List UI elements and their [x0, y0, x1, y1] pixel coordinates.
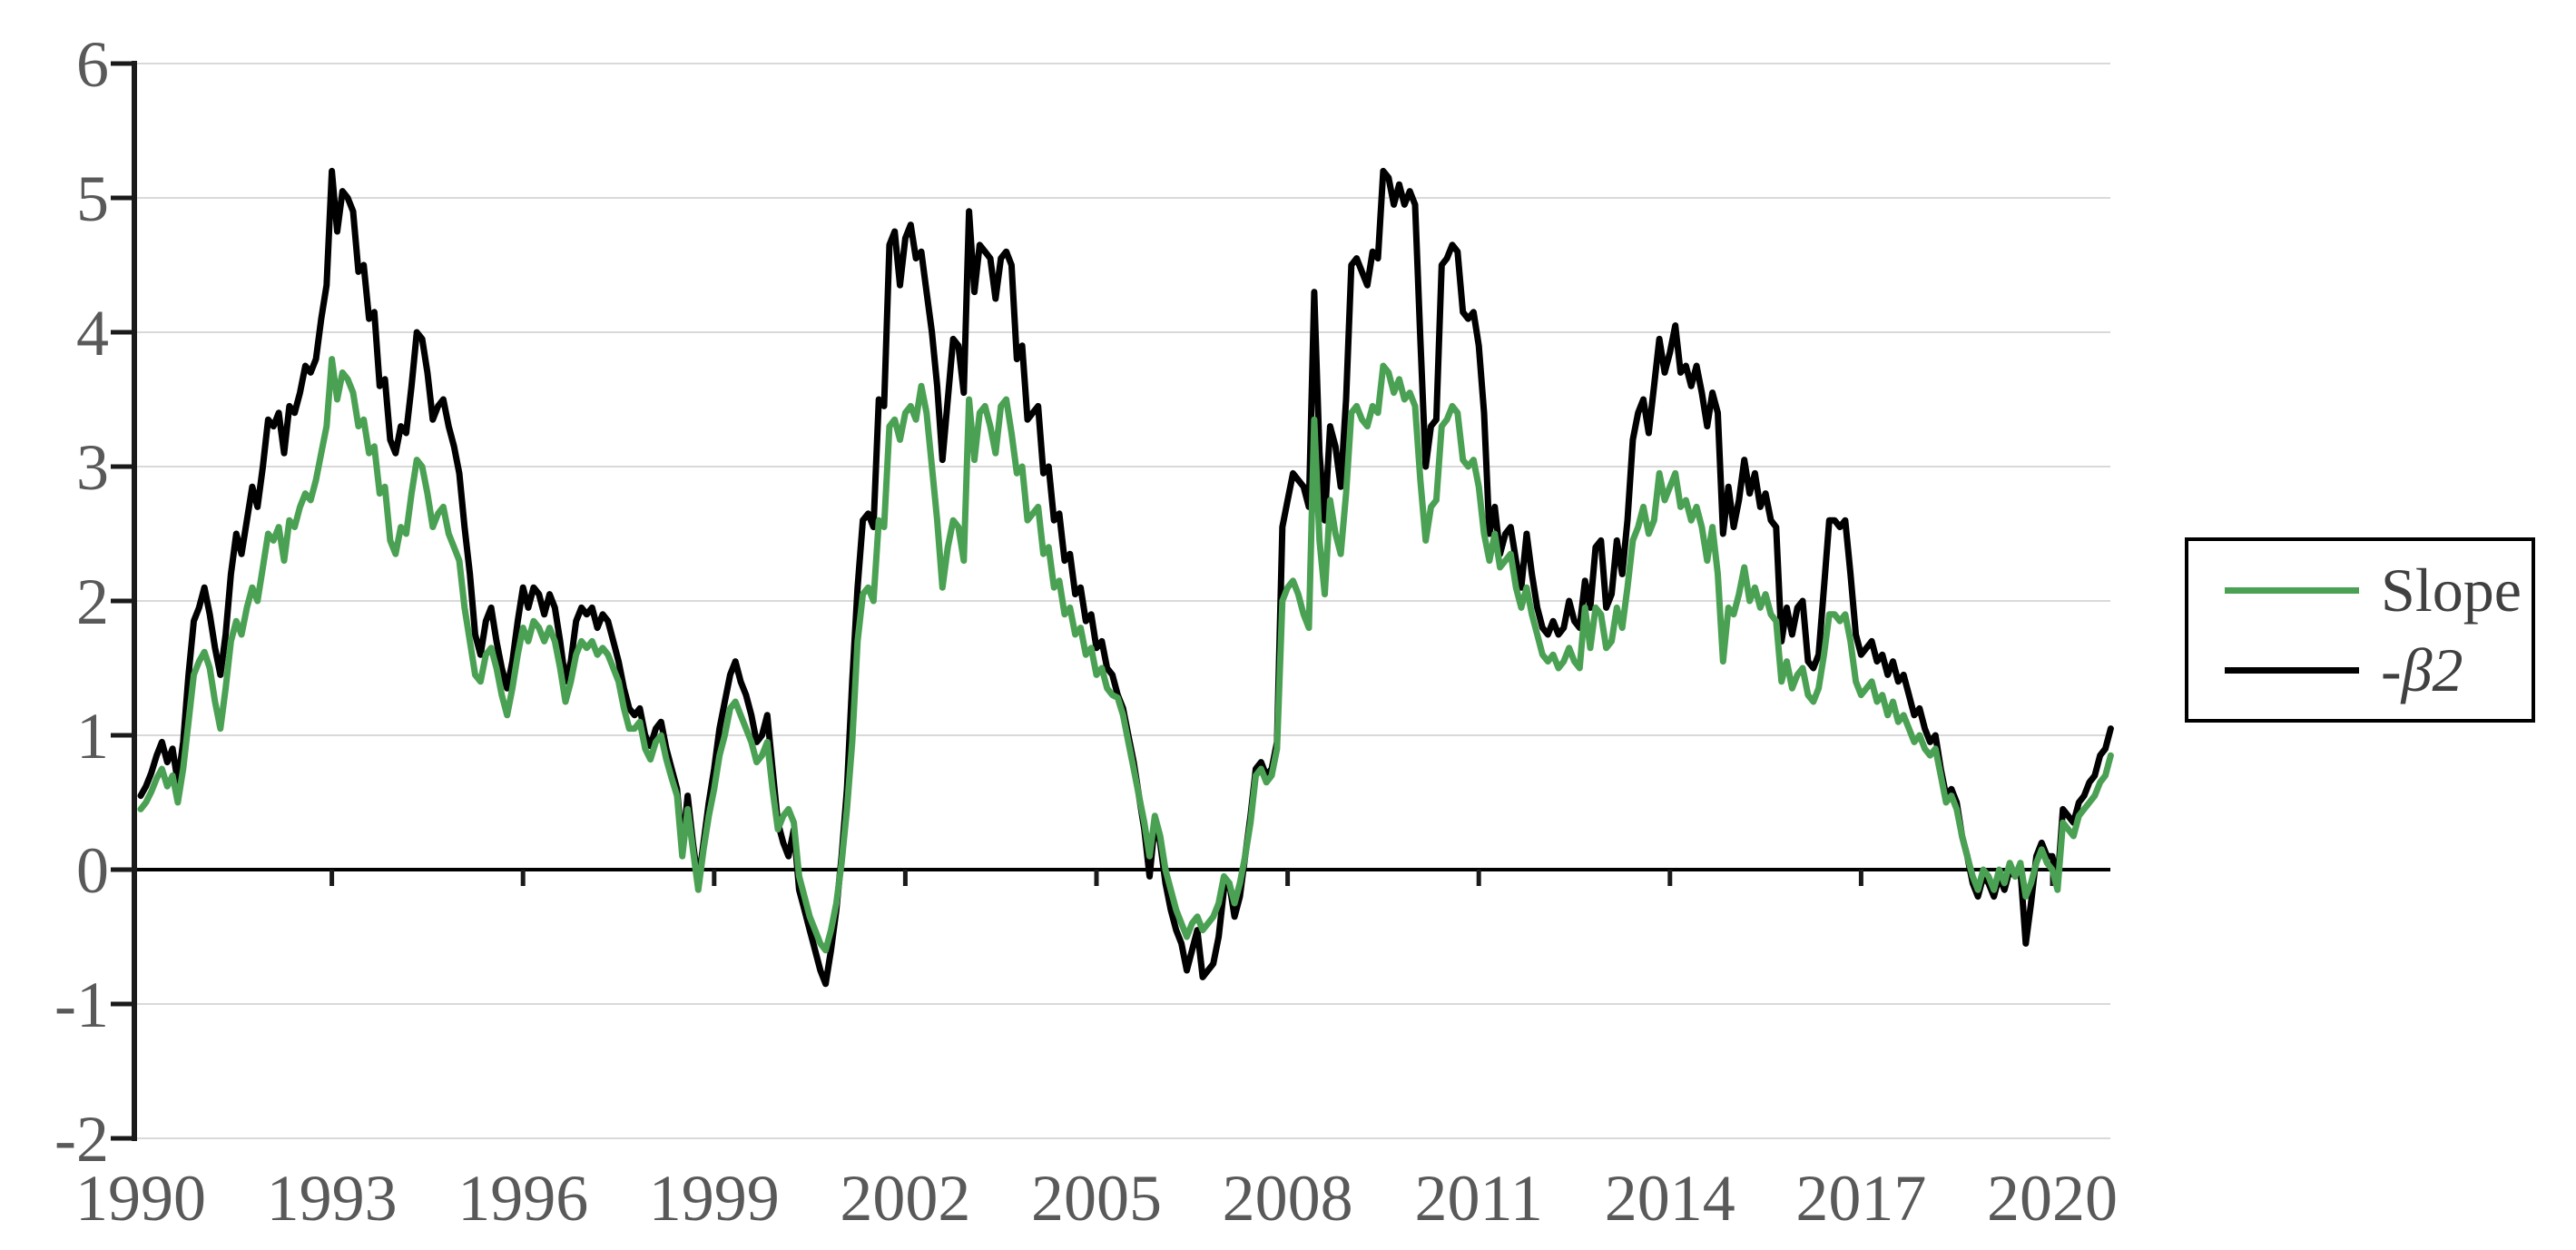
y-tick-label: -2 [54, 1103, 109, 1176]
y-tick-label: 2 [76, 566, 109, 638]
x-tick-label: 1996 [457, 1162, 588, 1235]
y-tick-label: -1 [54, 969, 109, 1041]
y-tick-label: 5 [76, 162, 109, 235]
x-tick-label: 1993 [267, 1162, 398, 1235]
y-tick-label: 1 [76, 700, 109, 773]
beta2-series-line [137, 167, 2114, 988]
legend-label-slope: Slope [2381, 556, 2522, 625]
y-tick-label: 6 [76, 28, 109, 101]
x-tick-label: 2002 [840, 1162, 970, 1235]
legend-label-beta2: -β2 [2381, 635, 2463, 704]
x-tick-label: 2014 [1605, 1162, 1735, 1235]
legend: Slope -β2 [2185, 537, 2535, 723]
beta2-line-swatch-icon [2225, 666, 2359, 674]
x-tick-label: 1990 [75, 1162, 206, 1235]
x-tick-label: 2008 [1223, 1162, 1353, 1235]
x-tick-label: 1999 [649, 1162, 780, 1235]
slope-line-swatch-icon [2225, 586, 2359, 594]
x-tick-label: 2020 [1987, 1162, 2118, 1235]
x-tick-label: 2005 [1031, 1162, 1162, 1235]
y-tick-label: 0 [76, 834, 109, 907]
x-tick-label: 2011 [1415, 1162, 1543, 1235]
y-tick-label: 3 [76, 431, 109, 504]
x-tick-label: 2017 [1795, 1162, 1926, 1235]
slope-series-line [137, 356, 2114, 954]
legend-item-slope: Slope [2225, 556, 2532, 625]
y-tick-label: 4 [76, 297, 109, 369]
legend-item-beta2: -β2 [2225, 635, 2532, 704]
